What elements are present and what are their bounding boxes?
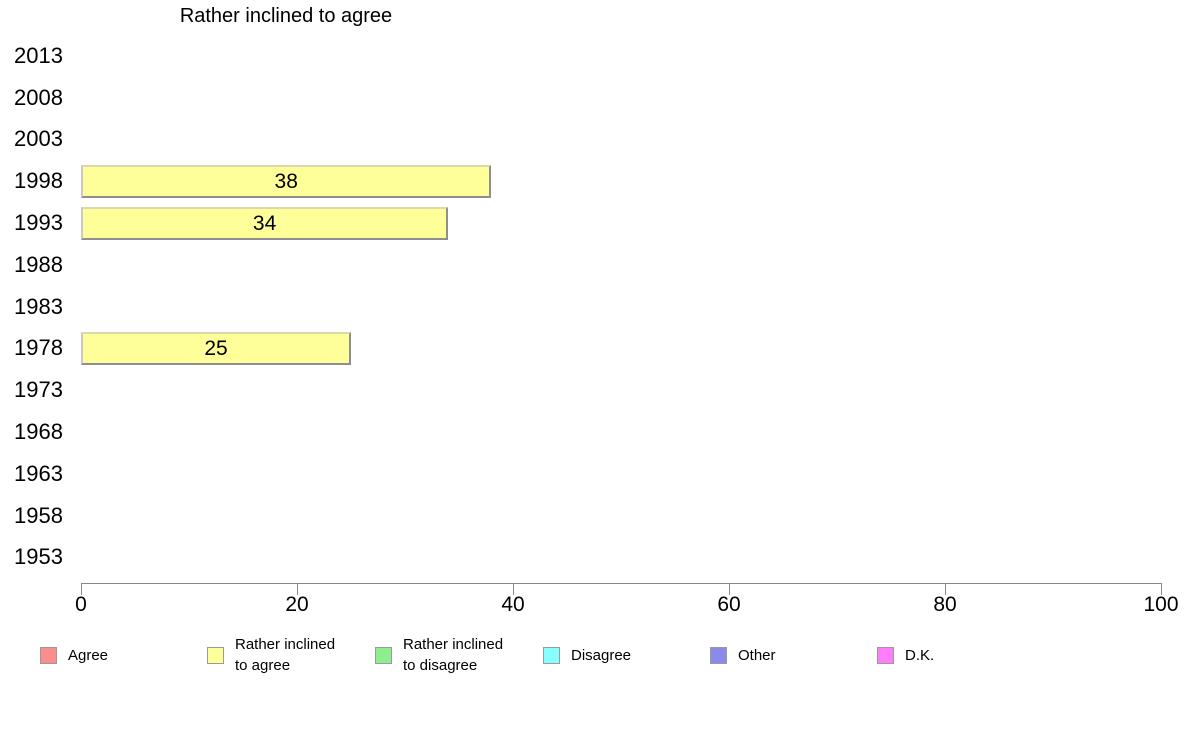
x-axis-tick [512,583,514,595]
bar-value-label: 34 [252,211,277,235]
year-label: 1973 [14,377,63,403]
legend-label: Rather inclined to disagree [403,636,504,674]
year-label: 1983 [14,293,63,319]
legend-swatch-icon [375,646,392,664]
bar-value-label: 25 [204,336,228,360]
chart-row: 1993 34 [0,202,1188,244]
legend-item: Agree [40,630,180,680]
x-axis-tick [80,583,82,595]
legend-item: D.K. [877,630,1017,680]
chart-title: Rather inclined to agree [179,5,393,27]
chart-row: 2013 [0,35,1188,77]
legend-item: Disagree [543,630,683,680]
year-label: 2008 [14,84,63,110]
legend-label: Rather inclined to agree [235,636,336,674]
chart-row: 1958 [0,495,1188,537]
legend-swatch-icon [40,646,57,664]
x-axis-tick-label: 60 [717,593,741,616]
legend-swatch-icon [710,646,727,664]
chart-row: 1953 [0,537,1188,579]
x-axis-tick-label: 80 [933,593,957,616]
legend: Agree Rather inclined to agree Rather incl… [0,630,1188,690]
year-label: 1998 [14,168,63,194]
year-label: 1953 [14,544,63,570]
legend-label: Other [738,646,776,664]
legend-label: Agree [68,646,109,664]
chart-row: 1983 [0,286,1188,328]
bar-1993: 34 [81,206,449,240]
legend-item: Other [710,630,850,680]
x-axis-tick-label: 40 [501,593,525,616]
legend-swatch-icon [543,646,560,664]
chart-rows: 2013 2008 2003 1998 38 1993 34 1988 1983 1978 25 19… [0,35,1188,578]
x-axis-tick-label: 100 [1143,593,1179,616]
bar-1998: 38 [81,164,492,198]
bar-value-label: 38 [274,169,298,193]
legend-label: D.K. [905,646,935,664]
year-label: 2013 [14,42,63,68]
legend-item: Rather inclined to disagree [375,630,515,680]
x-axis-tick [1160,583,1162,595]
chart-row: 1968 [0,411,1188,453]
legend-label: Disagree [571,646,632,664]
legend-swatch-icon [207,646,224,664]
year-label: 1968 [14,419,63,445]
year-label: 1988 [14,251,63,277]
chart-row: 1998 38 [0,160,1188,202]
year-label: 1963 [14,460,63,486]
x-axis-line [81,583,1162,584]
year-label: 2003 [14,126,63,152]
x-axis-tick [296,583,298,595]
x-axis-tick [728,583,730,595]
year-label: 1958 [14,502,63,528]
chart-row: 2008 [0,77,1188,119]
chart-row: 2003 [0,119,1188,161]
x-axis-tick-label: 20 [285,593,309,616]
legend-item: Rather inclined to agree [207,630,347,680]
year-label: 1978 [14,335,63,361]
x-axis-tick [944,583,946,595]
x-axis-tick-label: 0 [75,593,87,616]
bar-1978: 25 [81,331,351,365]
chart-row: 1963 [0,453,1188,495]
chart-row: 1988 [0,244,1188,286]
chart-row: 1973 [0,369,1188,411]
year-label: 1993 [14,210,63,236]
chart-row: 1978 25 [0,328,1188,370]
legend-swatch-icon [877,646,894,664]
